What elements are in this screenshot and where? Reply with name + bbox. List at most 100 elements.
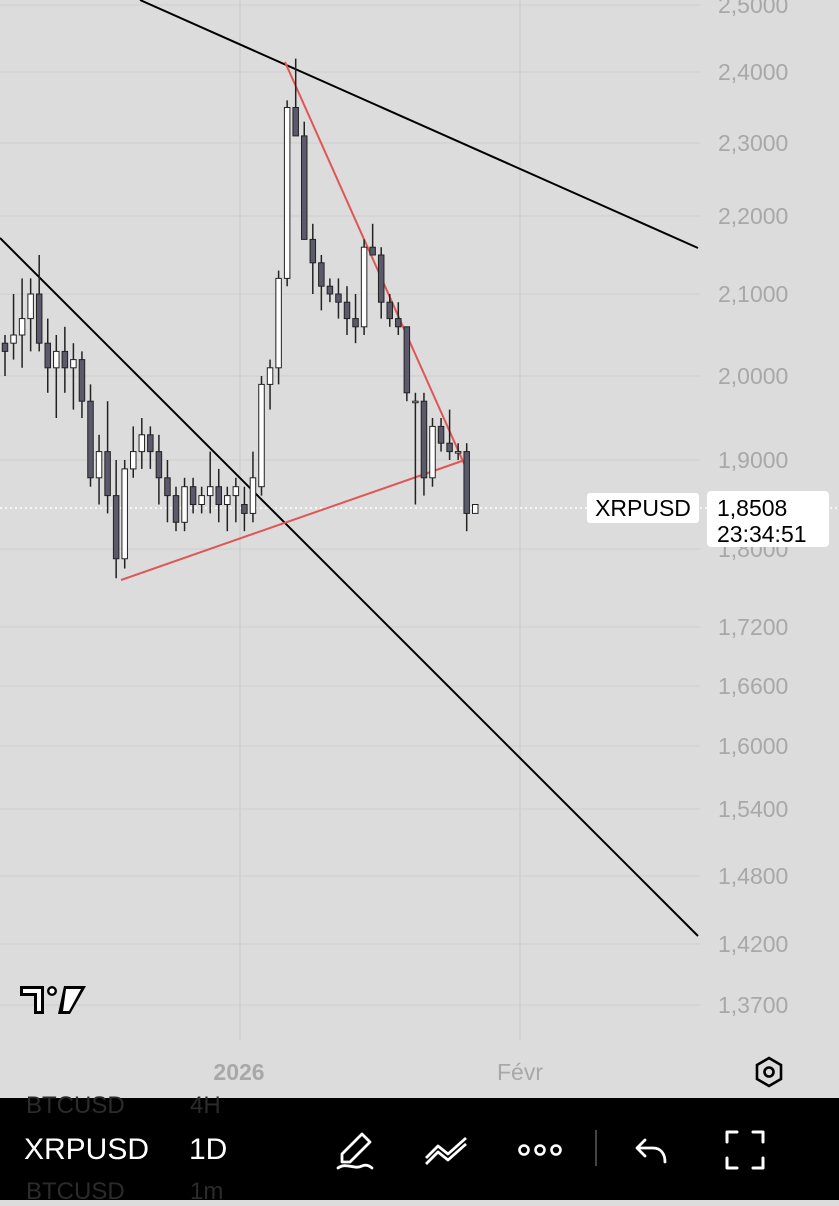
x-axis: 2026 Févr — [213, 1059, 543, 1085]
y-tick-label: 2,0000 — [718, 363, 788, 389]
candle-body — [292, 107, 299, 137]
candle-body — [335, 293, 342, 303]
bar-countdown: 23:34:51 — [717, 521, 807, 547]
candle-body — [172, 495, 180, 523]
candle-body — [155, 451, 163, 479]
y-tick-label: 1,4200 — [718, 931, 788, 957]
candle-body — [87, 400, 94, 479]
candle-body — [360, 246, 368, 328]
settings-icon[interactable] — [752, 1055, 786, 1089]
candle-body — [70, 359, 77, 369]
more-icon[interactable] — [514, 1124, 566, 1176]
candle-body — [266, 367, 274, 385]
candle-body — [454, 451, 462, 454]
y-tick-label: 1,4800 — [718, 863, 788, 889]
y-tick-label: 2,4000 — [718, 59, 788, 85]
candle-body — [412, 400, 419, 404]
ghost-interval-top: 4H — [190, 1092, 221, 1119]
candle-body — [463, 451, 470, 514]
bottom-toolbar — [0, 1098, 839, 1200]
y-tick-label: 1,5400 — [718, 796, 788, 822]
candle-body — [138, 434, 146, 453]
candle-body — [53, 350, 60, 369]
candle-body — [301, 135, 308, 240]
toolbar-divider — [595, 1130, 597, 1166]
candle-body — [1, 342, 9, 352]
candle-body — [164, 477, 171, 497]
candle-body — [377, 254, 385, 303]
candle-body — [181, 486, 188, 523]
candle-body — [61, 350, 69, 369]
resistance-line-lower — [0, 237, 699, 937]
triangle-lower-line — [120, 460, 463, 581]
candle-body — [309, 238, 317, 264]
candle-body — [78, 359, 86, 402]
candle-body — [10, 334, 17, 344]
y-tick-label: 2,2000 — [718, 203, 788, 229]
candle-body — [35, 293, 43, 344]
candle-body — [130, 451, 137, 470]
candle-body — [343, 301, 351, 320]
y-tick-label: 1,6000 — [718, 733, 788, 759]
fullscreen-icon[interactable] — [719, 1124, 771, 1176]
x-tick-label: 2026 — [213, 1059, 264, 1085]
symbol-price-tag: XRPUSD — [587, 493, 699, 523]
y-tick-label: 2,1000 — [718, 281, 788, 307]
candle-body — [395, 318, 402, 328]
candle-body — [429, 425, 436, 479]
candle-body — [249, 477, 257, 514]
candle-body — [403, 326, 411, 394]
symbol-selector[interactable]: XRPUSD — [24, 1133, 150, 1166]
tradingview-logo — [20, 986, 86, 1014]
x-tick-label: Févr — [497, 1059, 543, 1085]
candle-body — [446, 442, 453, 453]
triangle-upper-line — [284, 61, 467, 469]
candle-body — [232, 486, 240, 497]
candle-body — [420, 400, 428, 479]
candle-body — [27, 293, 34, 320]
candle-body — [112, 495, 120, 560]
line-tool-icon[interactable] — [420, 1124, 472, 1176]
candle-body — [206, 486, 214, 497]
ghost-interval-bottom: 1m — [190, 1178, 224, 1205]
last-price: 1,8508 — [717, 495, 788, 521]
candle-body — [352, 318, 359, 328]
trend-lines — [0, 0, 699, 937]
candle-body — [318, 262, 325, 287]
chart-grid — [0, 0, 839, 1040]
candle-body — [437, 425, 445, 444]
candle-body — [147, 434, 154, 453]
candle-body — [224, 495, 231, 506]
undo-icon[interactable] — [625, 1124, 677, 1176]
candle-body — [215, 486, 222, 506]
candle-body — [283, 107, 291, 279]
candle-body — [104, 451, 111, 497]
ghost-symbol-top: BTCUSD — [26, 1092, 125, 1119]
candle-body — [326, 285, 334, 295]
interval-selector[interactable]: 1D — [189, 1133, 228, 1166]
resistance-line-upper — [139, 0, 699, 249]
ghost-symbol-bottom: BTCUSD — [26, 1178, 125, 1205]
y-tick-label: 1,3700 — [718, 992, 788, 1018]
candle-body — [369, 246, 376, 256]
candle-body — [472, 504, 479, 514]
y-tick-label: 2,3000 — [718, 130, 788, 156]
candle-body — [18, 318, 26, 336]
last-price-box: 1,8508 23:34:51 — [707, 491, 829, 547]
candle-body — [121, 468, 128, 560]
candle-body — [189, 486, 197, 506]
y-tick-label: 1,7200 — [718, 614, 788, 640]
y-tick-label: 2,5000 — [718, 0, 788, 18]
candlestick-series — [1, 58, 479, 579]
candle-body — [198, 495, 205, 506]
price-chart[interactable]: 2,5000 2,4000 2,3000 2,2000 2,1000 2,0000 1,90… — [0, 0, 839, 1098]
y-tick-label: 1,9000 — [718, 447, 788, 473]
candle-body — [275, 277, 282, 369]
y-tick-label: 1,6600 — [718, 673, 788, 699]
y-axis: 2,5000 2,4000 2,3000 2,2000 2,1000 2,0000 1,90… — [718, 0, 788, 1018]
candle-body — [44, 342, 51, 369]
candle-body — [258, 383, 265, 488]
candle-body — [386, 301, 393, 320]
brush-icon[interactable] — [328, 1124, 380, 1176]
candle-body — [241, 504, 248, 514]
